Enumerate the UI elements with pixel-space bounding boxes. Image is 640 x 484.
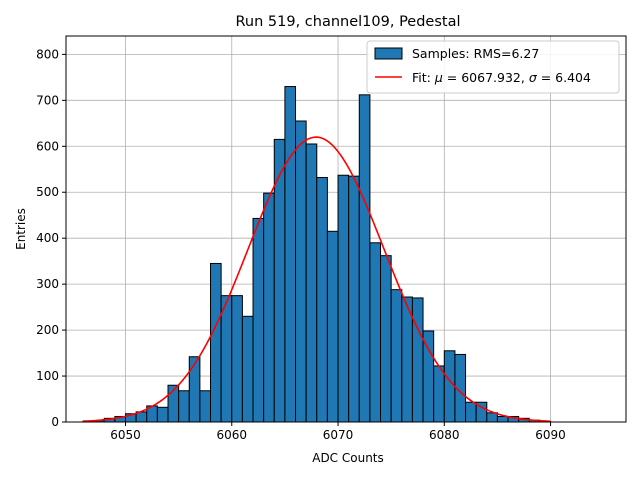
histogram-bar (221, 296, 232, 422)
x-axis-label: ADC Counts (312, 451, 384, 465)
histogram-bar (296, 121, 307, 422)
histogram-bar (338, 175, 349, 422)
histogram-bar (189, 357, 200, 422)
y-tick-label: 600 (36, 139, 59, 153)
histogram-bar (359, 95, 370, 422)
histogram-bar (412, 298, 423, 422)
legend-samples-label: Samples: RMS=6.27 (412, 46, 539, 61)
legend-fit-label: Fit: μ = 6067.932, σ = 6.404 (412, 70, 591, 85)
x-tick-label: 6060 (216, 428, 247, 442)
histogram-bar (306, 144, 317, 422)
x-tick-label: 6080 (429, 428, 460, 442)
y-tick-label: 400 (36, 231, 59, 245)
histogram-bar (349, 176, 360, 422)
histogram-bar (423, 331, 434, 422)
x-axis-ticks: 6050 6060 6070 6080 6090 (110, 422, 566, 442)
histogram-bar (487, 413, 498, 422)
histogram-bar (466, 402, 477, 422)
y-tick-label: 100 (36, 369, 59, 383)
legend-samples-swatch (375, 48, 402, 59)
histogram-bar (232, 296, 243, 422)
histogram-bar (497, 416, 508, 422)
histogram-bar (381, 256, 392, 422)
y-tick-label: 500 (36, 185, 59, 199)
y-axis-ticks: 0 100 200 300 400 500 600 700 800 (36, 47, 66, 429)
histogram-bar (179, 391, 190, 422)
histogram-bar (157, 407, 168, 422)
histogram-bar (317, 178, 328, 422)
histogram-bar (200, 391, 211, 422)
histogram-bar (242, 316, 253, 422)
x-tick-label: 6090 (535, 428, 566, 442)
histogram-bar (444, 351, 455, 422)
x-tick-label: 6070 (323, 428, 354, 442)
x-tick-label: 6050 (110, 428, 141, 442)
y-tick-label: 300 (36, 277, 59, 291)
histogram-bar (434, 366, 445, 422)
histogram-bar (253, 218, 264, 422)
legend: Samples: RMS=6.27 Fit: μ = 6067.932, σ =… (367, 41, 619, 93)
histogram-bar (264, 193, 275, 422)
y-tick-label: 800 (36, 47, 59, 61)
histogram-bar (285, 87, 296, 422)
histogram-bar (327, 231, 338, 422)
y-tick-label: 700 (36, 93, 59, 107)
histogram-bar (391, 290, 402, 422)
y-tick-label: 200 (36, 323, 59, 337)
y-tick-label: 0 (51, 415, 59, 429)
histogram-bar (370, 243, 381, 422)
chart-title: Run 519, channel109, Pedestal (235, 14, 460, 30)
histogram-bar (211, 263, 222, 422)
y-axis-label: Entries (14, 208, 28, 250)
